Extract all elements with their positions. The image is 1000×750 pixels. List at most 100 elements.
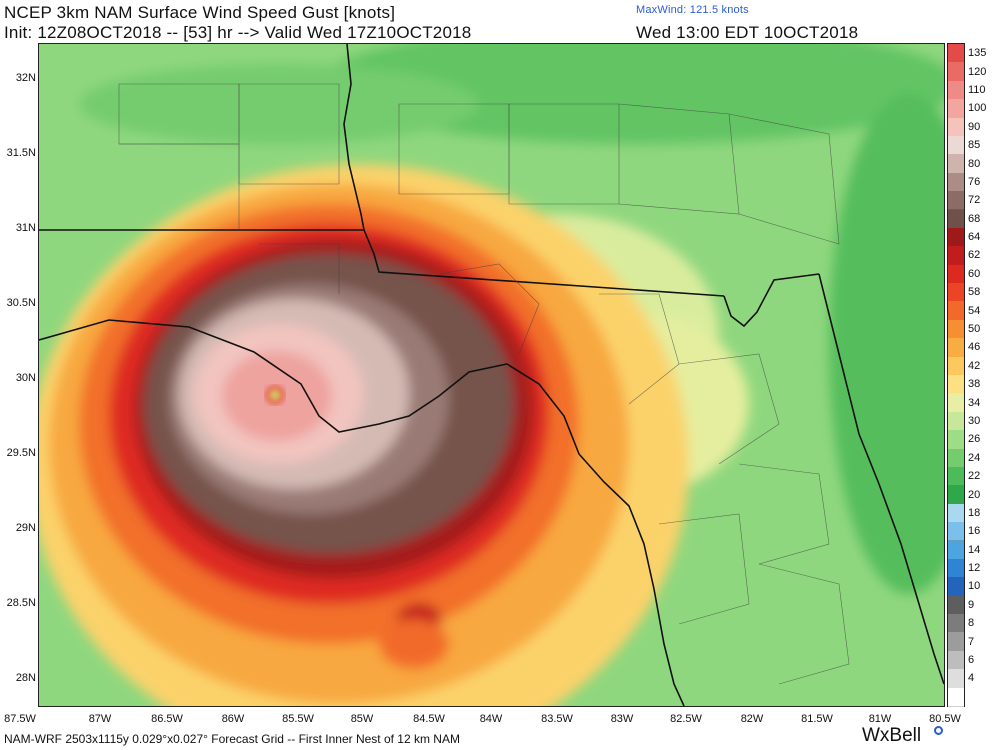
colorbar-label: 10 [968, 580, 981, 593]
init-valid-line: Init: 12Z08OCT2018 -- [53] hr --> Valid … [4, 23, 472, 42]
colorbar-swatch [948, 411, 964, 432]
lat-label: 31.5N [6, 147, 36, 159]
lat-label: 32N [15, 72, 36, 84]
lon-label: 86W [221, 713, 245, 725]
lat-label: 30N [15, 372, 36, 384]
brand-logo: WxBell [862, 725, 922, 746]
map-title: NCEP 3km NAM Surface Wind Speed Gust [kn… [4, 3, 396, 22]
lon-label: 86.5W [151, 713, 183, 725]
state-borders [39, 44, 820, 328]
colorbar-label: 12 [968, 562, 981, 575]
lon-label: 85W [350, 713, 374, 725]
colorbar-label: 110 [968, 83, 986, 96]
colorbar-label: 76 [968, 175, 981, 188]
colorbar-label: 62 [968, 249, 981, 262]
colorbar-label: 90 [968, 120, 981, 133]
colorbar-label: 42 [968, 359, 981, 372]
lon-label: 84W [479, 713, 503, 725]
colorbar-swatch [948, 338, 964, 358]
colorbar-swatch [948, 117, 964, 137]
colorbar-label: 8 [968, 617, 975, 630]
colorbar-label: 38 [968, 378, 981, 391]
max-wind-readout: MaxWind: 121.5 knots [636, 4, 749, 16]
colorbar-label: 72 [968, 194, 981, 207]
lat-label: 29N [15, 522, 36, 534]
colorbar-swatch [948, 227, 964, 248]
lon-label: 87W [88, 713, 112, 725]
colorbar-label: 50 [968, 323, 981, 336]
colorbar-swatch [948, 62, 964, 82]
lon-label: 81.5W [801, 713, 833, 725]
lon-label: 82.5W [670, 713, 702, 725]
colorbar-label: 34 [968, 396, 981, 409]
colorbar-swatch [948, 154, 964, 174]
colorbar-swatch [948, 172, 964, 193]
colorbar-swatch [948, 430, 964, 450]
wind-gust-map [38, 43, 945, 707]
colorbar-swatch [948, 375, 964, 395]
colorbar-swatch [948, 614, 964, 634]
colorbar-swatch [948, 558, 964, 579]
colorbar-swatch [948, 191, 964, 211]
colorbar-label: 60 [968, 267, 981, 280]
colorbar-swatch [948, 448, 964, 468]
colorbar-label: 26 [968, 433, 981, 446]
coastline [39, 273, 944, 706]
colorbar-swatch [948, 595, 964, 616]
colorbar-label: 100 [968, 102, 987, 115]
colorbar-label: 20 [968, 488, 981, 501]
lat-label: 31N [15, 222, 36, 234]
lat-label: 29.5N [6, 447, 36, 459]
colorbar-swatch [948, 485, 964, 505]
colorbar-swatch [948, 301, 964, 321]
colorbar-swatch [948, 522, 964, 542]
colorbar-label: 80 [968, 157, 981, 170]
lon-label: 87.5W [4, 713, 36, 725]
colorbar-label: 68 [968, 212, 981, 225]
colorbar-swatch [948, 356, 964, 376]
colorbar-swatch [948, 466, 964, 487]
wind-speed-colorbar [947, 43, 965, 707]
colorbar-label: 64 [968, 231, 981, 244]
colorbar-label: 18 [968, 506, 981, 519]
colorbar-swatch [948, 669, 964, 689]
lon-label: 83W [610, 713, 634, 725]
colorbar-label: 30 [968, 414, 981, 427]
colorbar-label: 4 [968, 672, 975, 685]
colorbar-swatch [948, 503, 964, 524]
colorbar-swatch [948, 135, 964, 156]
colorbar-label: 22 [968, 470, 981, 483]
lon-label: 80.5W [929, 713, 961, 725]
colorbar-swatch [948, 283, 964, 303]
lon-label: 81W [868, 713, 892, 725]
colorbar-label: 135 [968, 47, 987, 60]
colorbar-label: 6 [968, 654, 975, 667]
lon-label: 83.5W [541, 713, 573, 725]
colorbar-swatch [948, 687, 964, 707]
lon-label: 84.5W [413, 713, 445, 725]
colorbar-swatch [948, 209, 964, 229]
colorbar-swatch [948, 319, 964, 340]
colorbar-label: 9 [968, 598, 975, 611]
lon-label: 85.5W [282, 713, 314, 725]
colorbar-label: 85 [968, 139, 981, 152]
lon-label: 82W [740, 713, 764, 725]
colorbar-swatch [948, 44, 964, 64]
colorbar-swatch [948, 540, 964, 560]
colorbar-label: 14 [968, 543, 981, 556]
colorbar-label: 58 [968, 286, 981, 299]
lat-label: 28N [15, 672, 36, 684]
colorbar-label: 24 [968, 451, 981, 464]
colorbar-swatch [948, 650, 964, 671]
colorbar-label: 120 [968, 65, 987, 78]
colorbar-swatch [948, 246, 964, 266]
colorbar-label: 54 [968, 304, 981, 317]
colorbar-label: 46 [968, 341, 981, 354]
valid-local-time: Wed 13:00 EDT 10OCT2018 [636, 23, 859, 42]
colorbar-label: 7 [968, 635, 975, 648]
map-canvas [39, 44, 944, 706]
colorbar-swatch [948, 99, 964, 119]
colorbar-swatch [948, 80, 964, 101]
colorbar-label: 16 [968, 525, 981, 538]
colorbar-swatch [948, 577, 964, 597]
